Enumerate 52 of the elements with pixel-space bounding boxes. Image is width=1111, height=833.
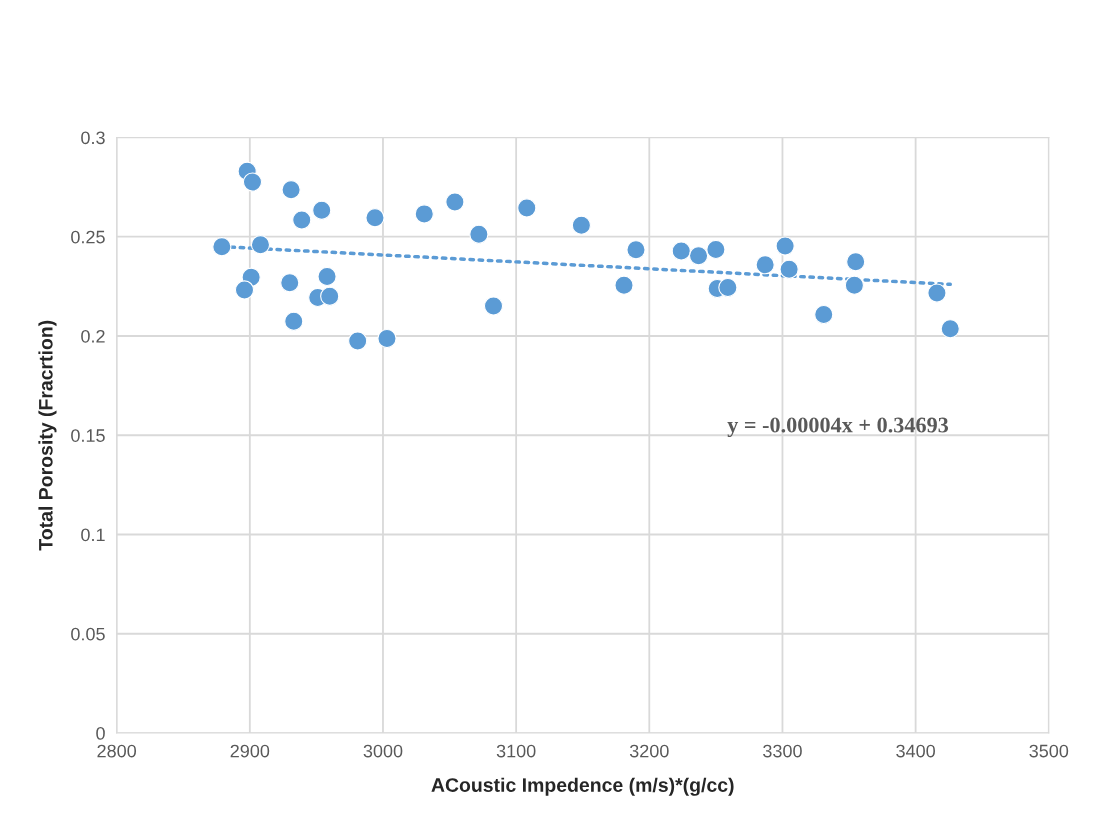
point <box>626 240 646 260</box>
point <box>320 286 340 306</box>
point <box>234 280 255 300</box>
point <box>940 319 960 339</box>
point <box>281 180 301 200</box>
x-tick-label: 2900 <box>230 744 270 758</box>
point <box>292 210 312 230</box>
point <box>250 235 271 255</box>
point <box>779 259 799 279</box>
point <box>280 273 300 293</box>
y-tick-label: 0.2 <box>81 329 105 343</box>
y-tick-label: 0.15 <box>71 429 105 442</box>
point <box>317 266 337 287</box>
y-tick-label: 0.3 <box>81 131 105 145</box>
point <box>814 304 834 325</box>
point <box>212 237 232 257</box>
x-axis-title: ACoustic Impedence (m/s)*(g/cc) <box>431 777 734 796</box>
y-tick-label: 0.25 <box>71 230 105 244</box>
y-tick-label: 0 <box>96 726 105 740</box>
point <box>846 252 866 272</box>
x-tick-label: 3300 <box>763 744 802 758</box>
point <box>755 255 775 275</box>
x-tick-label: 3200 <box>629 744 669 758</box>
x-tick-label: 3100 <box>496 744 536 758</box>
point <box>469 224 489 244</box>
point <box>571 215 591 235</box>
point <box>517 198 537 218</box>
y-tick-label: 0.05 <box>71 627 105 641</box>
y-axis-title: Total Porosity (Fracrtion) <box>38 320 57 551</box>
point <box>927 283 947 303</box>
point <box>414 204 434 224</box>
point <box>365 208 385 228</box>
annotation: y = -0.00004x + 0.34693 <box>727 417 949 438</box>
x-tick-label: 2800 <box>97 744 137 758</box>
point <box>284 311 304 331</box>
point <box>844 275 864 295</box>
point <box>377 328 397 349</box>
point <box>775 236 795 256</box>
y-tick-label: 0.1 <box>81 528 105 542</box>
point <box>348 331 368 351</box>
point <box>706 239 726 260</box>
point <box>718 277 738 298</box>
point <box>614 275 634 295</box>
point <box>688 246 709 266</box>
x-tick-label: 3000 <box>363 744 403 758</box>
x-tick-label: 3500 <box>1029 744 1069 758</box>
point <box>242 172 263 192</box>
point <box>483 296 504 316</box>
x-tick-label: 3400 <box>896 744 935 758</box>
point <box>312 200 332 220</box>
point <box>671 241 691 261</box>
point <box>445 192 465 212</box>
